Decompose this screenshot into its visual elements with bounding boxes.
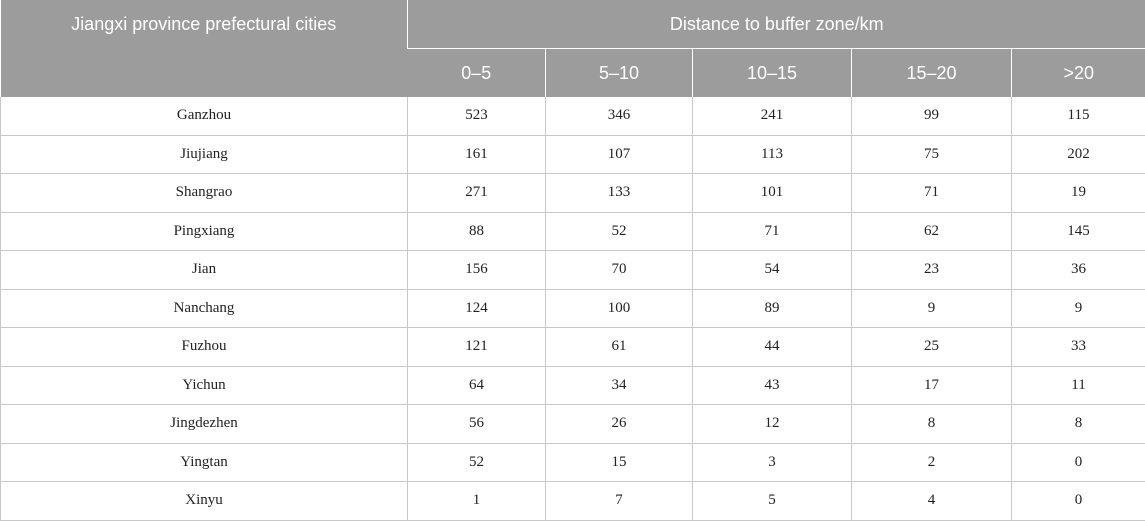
range-header: 10–15 xyxy=(693,49,852,98)
value-cell: 52 xyxy=(546,212,693,251)
city-cell: Yichun xyxy=(1,366,408,405)
value-cell: 121 xyxy=(408,328,546,367)
table-header: Jiangxi province prefectural cities Dist… xyxy=(1,0,1145,97)
value-cell: 7 xyxy=(546,482,693,521)
value-cell: 145 xyxy=(1012,212,1145,251)
value-cell: 0 xyxy=(1012,443,1145,482)
range-header: 5–10 xyxy=(546,49,693,98)
value-cell: 1 xyxy=(408,482,546,521)
value-cell: 4 xyxy=(852,482,1012,521)
city-cell: Jingdezhen xyxy=(1,405,408,444)
city-cell: Jian xyxy=(1,251,408,290)
city-cell: Jiujiang xyxy=(1,135,408,174)
header-row-top: Jiangxi province prefectural cities Dist… xyxy=(1,0,1145,49)
value-cell: 113 xyxy=(693,135,852,174)
value-cell: 75 xyxy=(852,135,1012,174)
value-cell: 0 xyxy=(1012,482,1145,521)
value-cell: 241 xyxy=(693,97,852,135)
value-cell: 156 xyxy=(408,251,546,290)
value-cell: 15 xyxy=(546,443,693,482)
value-cell: 23 xyxy=(852,251,1012,290)
value-cell: 36 xyxy=(1012,251,1145,290)
value-cell: 11 xyxy=(1012,366,1145,405)
value-cell: 100 xyxy=(546,289,693,328)
city-cell: Nanchang xyxy=(1,289,408,328)
value-cell: 43 xyxy=(693,366,852,405)
city-cell: Xinyu xyxy=(1,482,408,521)
distance-group-header: Distance to buffer zone/km xyxy=(408,0,1145,49)
value-cell: 2 xyxy=(852,443,1012,482)
value-cell: 26 xyxy=(546,405,693,444)
range-header: 15–20 xyxy=(852,49,1012,98)
value-cell: 8 xyxy=(1012,405,1145,444)
city-column-header: Jiangxi province prefectural cities xyxy=(1,0,408,97)
value-cell: 133 xyxy=(546,174,693,213)
value-cell: 271 xyxy=(408,174,546,213)
value-cell: 71 xyxy=(852,174,1012,213)
value-cell: 70 xyxy=(546,251,693,290)
value-cell: 12 xyxy=(693,405,852,444)
value-cell: 523 xyxy=(408,97,546,135)
value-cell: 19 xyxy=(1012,174,1145,213)
value-cell: 62 xyxy=(852,212,1012,251)
value-cell: 124 xyxy=(408,289,546,328)
value-cell: 33 xyxy=(1012,328,1145,367)
city-cell: Shangrao xyxy=(1,174,408,213)
city-cell: Yingtan xyxy=(1,443,408,482)
value-cell: 64 xyxy=(408,366,546,405)
range-header: 0–5 xyxy=(408,49,546,98)
value-cell: 3 xyxy=(693,443,852,482)
value-cell: 88 xyxy=(408,212,546,251)
value-cell: 101 xyxy=(693,174,852,213)
value-cell: 71 xyxy=(693,212,852,251)
range-header: >20 xyxy=(1012,49,1145,98)
value-cell: 52 xyxy=(408,443,546,482)
value-cell: 25 xyxy=(852,328,1012,367)
value-cell: 44 xyxy=(693,328,852,367)
value-cell: 107 xyxy=(546,135,693,174)
value-cell: 56 xyxy=(408,405,546,444)
value-cell: 115 xyxy=(1012,97,1145,135)
value-cell: 161 xyxy=(408,135,546,174)
value-cell: 54 xyxy=(693,251,852,290)
value-cell: 5 xyxy=(693,482,852,521)
city-cell: Fuzhou xyxy=(1,328,408,367)
value-cell: 346 xyxy=(546,97,693,135)
value-cell: 8 xyxy=(852,405,1012,444)
value-cell: 61 xyxy=(546,328,693,367)
value-cell: 99 xyxy=(852,97,1012,135)
value-cell: 17 xyxy=(852,366,1012,405)
value-cell: 9 xyxy=(1012,289,1145,328)
value-cell: 34 xyxy=(546,366,693,405)
city-cell: Ganzhou xyxy=(1,97,408,135)
value-cell: 9 xyxy=(852,289,1012,328)
value-cell: 202 xyxy=(1012,135,1145,174)
value-cell: 89 xyxy=(693,289,852,328)
city-cell: Pingxiang xyxy=(1,212,408,251)
